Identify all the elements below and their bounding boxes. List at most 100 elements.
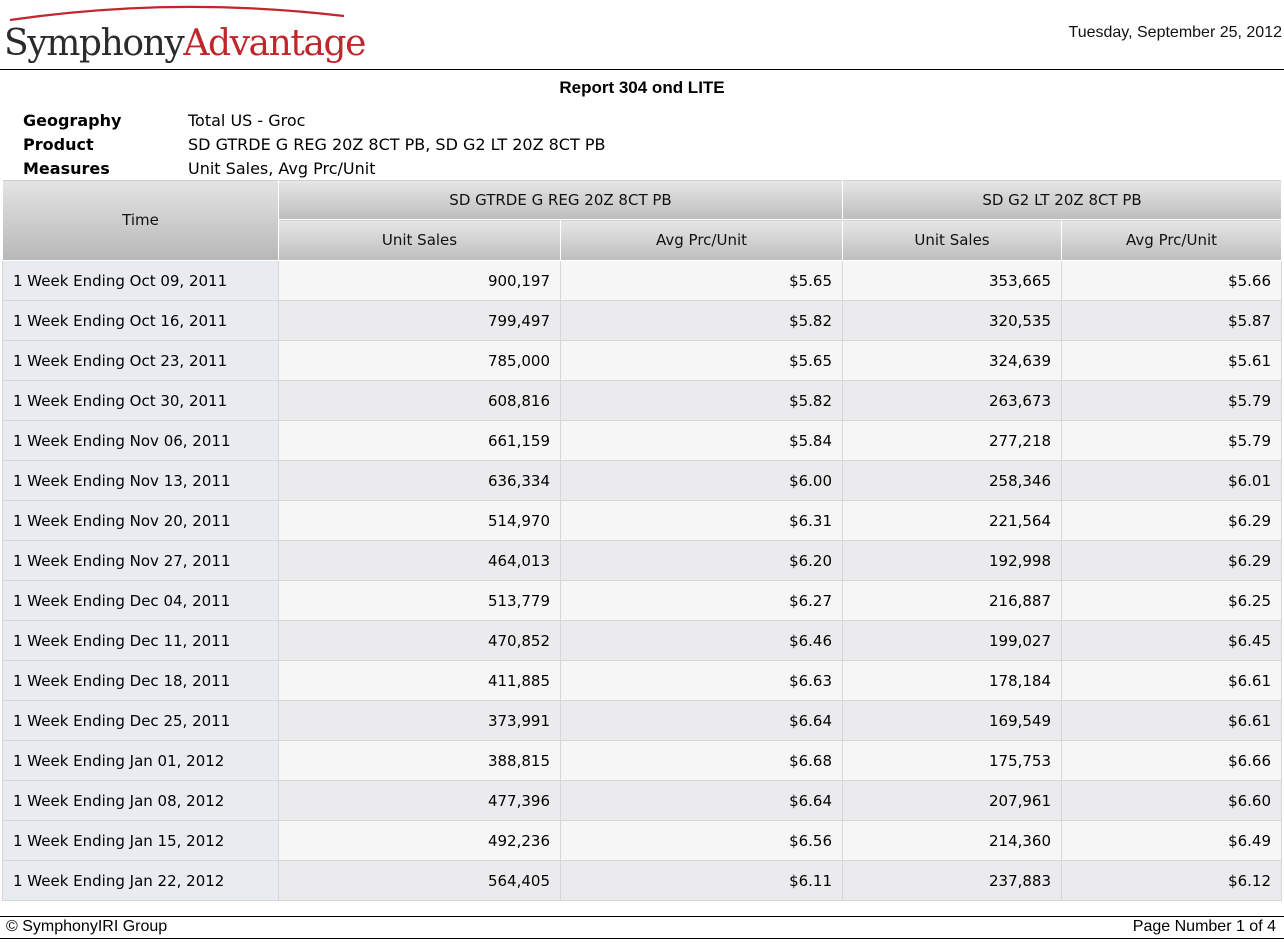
table-row: 1 Week Ending Nov 13, 2011 636,334 $6.00 25… (2, 460, 1283, 501)
avg-price-cell: $6.01 (1061, 460, 1283, 501)
param-label: Product (23, 134, 94, 154)
symphony-advantage-logo: SymphonyAdvantage (4, 2, 366, 68)
unit-sales-cell: 277,218 (842, 420, 1063, 461)
avg-price-cell: $6.46 (559, 620, 844, 661)
time-cell: 1 Week Ending Jan 01, 2012 (2, 740, 279, 781)
unit-sales-cell: 175,753 (842, 740, 1063, 781)
unit-sales-cell: 470,852 (278, 620, 561, 661)
unit-sales-cell: 513,779 (278, 580, 561, 621)
unit-sales-cell: 237,883 (842, 860, 1063, 901)
table-row: 1 Week Ending Oct 16, 2011 799,497 $5.82 32… (2, 300, 1283, 341)
unit-sales-cell: 799,497 (278, 300, 561, 341)
unit-sales-cell: 263,673 (842, 380, 1063, 421)
unit-sales-cell: 221,564 (842, 500, 1063, 541)
param-row-geography: Geography Total US - Groc (23, 108, 605, 132)
table-row: 1 Week Ending Dec 04, 2011 513,779 $6.27 21… (2, 580, 1283, 621)
avg-price-cell: $5.65 (559, 260, 844, 301)
unit-sales-cell: 216,887 (842, 580, 1063, 621)
table-body: 1 Week Ending Oct 09, 2011 900,197 $5.65 35… (2, 260, 1283, 901)
time-cell: 1 Week Ending Nov 20, 2011 (2, 500, 279, 541)
avg-price-cell: $6.60 (1061, 780, 1283, 821)
avg-price-cell: $6.45 (1061, 620, 1283, 661)
unit-sales-cell: 411,885 (278, 660, 561, 701)
time-cell: 1 Week Ending Oct 23, 2011 (2, 340, 279, 381)
avg-price-cell: $6.61 (1061, 700, 1283, 741)
unit-sales-cell: 608,816 (278, 380, 561, 421)
unit-sales-cell: 199,027 (842, 620, 1063, 661)
page-number: Page Number 1 of 4 (1132, 918, 1276, 935)
unit-sales-cell: 214,360 (842, 820, 1063, 861)
measure-header: Unit Sales (842, 219, 1063, 261)
avg-price-cell: $6.66 (1061, 740, 1283, 781)
time-cell: 1 Week Ending Jan 22, 2012 (2, 860, 279, 901)
avg-price-cell: $6.29 (1061, 540, 1283, 581)
avg-price-cell: $6.27 (559, 580, 844, 621)
copyright-text: © SymphonyIRI Group (6, 918, 168, 935)
avg-price-cell: $6.56 (559, 820, 844, 861)
table-row: 1 Week Ending Dec 25, 2011 373,991 $6.64 16… (2, 700, 1283, 741)
table-row: 1 Week Ending Nov 27, 2011 464,013 $6.20 19… (2, 540, 1283, 581)
measure-header: Unit Sales (278, 219, 561, 261)
unit-sales-cell: 492,236 (278, 820, 561, 861)
param-value: Total US - Groc (188, 110, 306, 130)
measure-header: Avg Prc/Unit (559, 219, 844, 261)
time-cell: 1 Week Ending Oct 30, 2011 (2, 380, 279, 421)
avg-price-cell: $6.49 (1061, 820, 1283, 861)
avg-price-cell: $5.79 (1061, 380, 1283, 421)
time-column-header: Time (2, 179, 279, 261)
table-row: 1 Week Ending Nov 06, 2011 661,159 $5.84 27… (2, 420, 1283, 461)
time-cell: 1 Week Ending Dec 04, 2011 (2, 580, 279, 621)
time-cell: 1 Week Ending Nov 27, 2011 (2, 540, 279, 581)
unit-sales-cell: 564,405 (278, 860, 561, 901)
header-divider (0, 69, 1284, 70)
param-value: Unit Sales, Avg Prc/Unit (188, 158, 376, 178)
avg-price-cell: $6.61 (1061, 660, 1283, 701)
avg-price-cell: $5.84 (559, 420, 844, 461)
time-cell: 1 Week Ending Dec 18, 2011 (2, 660, 279, 701)
avg-price-cell: $5.87 (1061, 300, 1283, 341)
time-cell: 1 Week Ending Dec 11, 2011 (2, 620, 279, 661)
table-row: 1 Week Ending Oct 30, 2011 608,816 $5.82 26… (2, 380, 1283, 421)
unit-sales-cell: 192,998 (842, 540, 1063, 581)
unit-sales-cell: 388,815 (278, 740, 561, 781)
table-header: Time SD GTRDE G REG 20Z 8CT PB SD G2 LT … (2, 179, 1283, 261)
param-label: Measures (23, 158, 110, 178)
avg-price-cell: $5.66 (1061, 260, 1283, 301)
unit-sales-cell: 900,197 (278, 260, 561, 301)
avg-price-cell: $6.11 (559, 860, 844, 901)
table-row: 1 Week Ending Nov 20, 2011 514,970 $6.31 22… (2, 500, 1283, 541)
time-cell: 1 Week Ending Nov 13, 2011 (2, 460, 279, 501)
report-title: Report 304 ond LITE (559, 78, 725, 97)
unit-sales-cell: 178,184 (842, 660, 1063, 701)
unit-sales-cell: 324,639 (842, 340, 1063, 381)
time-cell: 1 Week Ending Oct 09, 2011 (2, 260, 279, 301)
unit-sales-cell: 785,000 (278, 340, 561, 381)
footer-divider (0, 916, 1284, 917)
table-row: 1 Week Ending Dec 11, 2011 470,852 $6.46 19… (2, 620, 1283, 661)
avg-price-cell: $5.61 (1061, 340, 1283, 381)
footer-bottom-divider (0, 938, 1284, 939)
table-row: 1 Week Ending Jan 15, 2012 492,236 $6.56 21… (2, 820, 1283, 861)
avg-price-cell: $6.63 (559, 660, 844, 701)
report-parameters: Geography Total US - Groc Product SD GTR… (23, 108, 605, 180)
avg-price-cell: $5.82 (559, 380, 844, 421)
table-row: 1 Week Ending Jan 01, 2012 388,815 $6.68 17… (2, 740, 1283, 781)
product-header-g2-lt: SD G2 LT 20Z 8CT PB (842, 179, 1283, 220)
param-row-measures: Measures Unit Sales, Avg Prc/Unit (23, 156, 605, 180)
avg-price-cell: $6.12 (1061, 860, 1283, 901)
avg-price-cell: $5.82 (559, 300, 844, 341)
unit-sales-cell: 661,159 (278, 420, 561, 461)
avg-price-cell: $6.20 (559, 540, 844, 581)
avg-price-cell: $6.64 (559, 780, 844, 821)
unit-sales-cell: 373,991 (278, 700, 561, 741)
avg-price-cell: $6.31 (559, 500, 844, 541)
time-cell: 1 Week Ending Jan 08, 2012 (2, 780, 279, 821)
time-cell: 1 Week Ending Jan 15, 2012 (2, 820, 279, 861)
time-cell: 1 Week Ending Nov 06, 2011 (2, 420, 279, 461)
logo-text-advantage: Advantage (183, 23, 366, 64)
table-row: 1 Week Ending Dec 18, 2011 411,885 $6.63 17… (2, 660, 1283, 701)
unit-sales-cell: 514,970 (278, 500, 561, 541)
table-row: 1 Week Ending Oct 23, 2011 785,000 $5.65 32… (2, 340, 1283, 381)
avg-price-cell: $6.68 (559, 740, 844, 781)
avg-price-cell: $6.00 (559, 460, 844, 501)
